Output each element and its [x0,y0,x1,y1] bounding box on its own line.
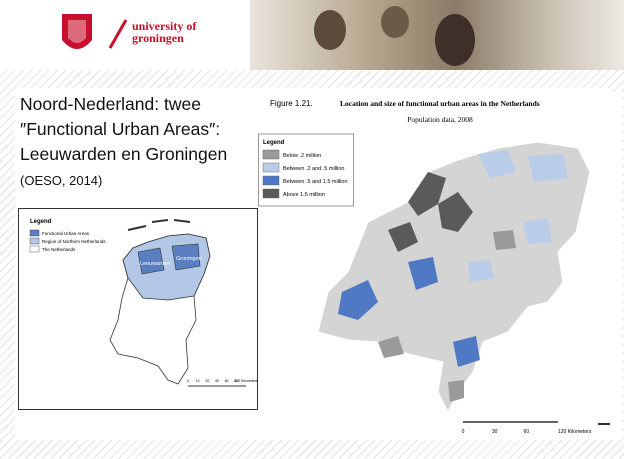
legend-title: Legend [263,140,285,146]
legend-label: Above 1.5 million [283,192,325,198]
scale-label: 60 [225,379,229,383]
left-map: Legend Leeuwarden Groningen Functional U… [18,208,258,410]
logo-line: groningen [132,32,196,44]
slide: university of groningen Noord-Nederland:… [0,0,624,459]
scale-label: 20 [205,379,209,383]
legend-swatch [263,163,279,172]
source: (OESO, 2014) [20,173,102,188]
figure-title: Location and size of functional urban ar… [340,99,540,108]
map-label: Leeuwarden [140,261,170,267]
legend-label: Between .2 and .5 million [283,166,344,172]
scale-label: 100 Kilometers [234,379,258,383]
scale-label: 0 [187,379,189,383]
logo-text: university of groningen [132,20,196,44]
legend-label: Region of Northern Netherlands [42,239,106,244]
figure-subtitle: Population data, 2008 [407,115,473,124]
map-label: Groningen [176,256,202,262]
scale-label: 40 [215,379,219,383]
legend-swatch [30,238,39,244]
legend-swatch [263,150,279,159]
legend-label: The Netherlands [42,247,76,252]
legend-swatch [30,246,39,252]
legend-swatch [263,189,279,198]
legend-label: Functional Urban Areas [42,231,90,236]
slide-text: Noord-Nederland: twee ″Functional Urban … [20,92,256,193]
legend-label: Between .5 and 1.5 million [283,179,348,185]
legend-label: Below .2 million [283,153,321,159]
scale-label: 0 [462,429,465,435]
scale-label: 10 [196,379,200,383]
main-text: Noord-Nederland: twee ″Functional Urban … [20,94,227,164]
legend-swatch [30,230,39,236]
legend-title: Legend [30,219,52,225]
figure-number: Figure 1.21. [270,99,313,108]
scale-label: 60 [524,429,530,435]
scale-label: 30 [492,429,498,435]
right-figure: Figure 1.21. Location and size of functi… [258,92,622,440]
scale-label: 120 Kilometers [558,429,592,435]
legend-swatch [263,176,279,185]
